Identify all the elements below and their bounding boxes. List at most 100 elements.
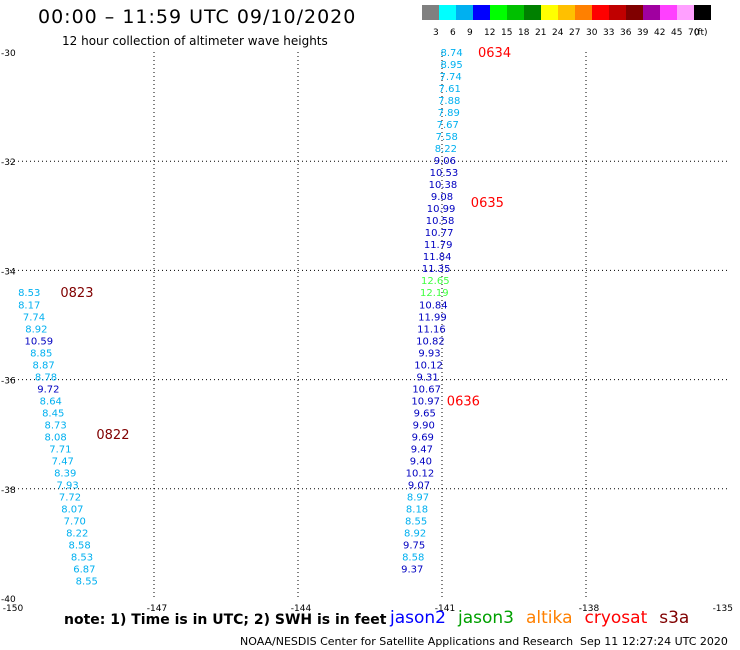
- wave-height-label: 10.82: [416, 336, 445, 347]
- time-label: 0823: [60, 286, 93, 301]
- colorbar-label: 18: [518, 28, 530, 38]
- wave-height-label: 9.69: [412, 432, 434, 443]
- wave-height-label: 8.45: [42, 408, 64, 419]
- wave-height-label: 8.53: [71, 553, 93, 564]
- colorbar-swatch: [439, 5, 456, 20]
- colorbar-swatch: [524, 5, 541, 20]
- wave-height-label: 7.61: [439, 84, 461, 95]
- wave-height-label: 9.93: [418, 348, 440, 359]
- wave-height-label: 12.65: [421, 276, 450, 287]
- wave-height-label: 9.08: [431, 192, 453, 203]
- map-title: 00:00 – 11:59 UTC 09/10/2020: [38, 6, 357, 28]
- colorbar-swatch: [660, 5, 677, 20]
- colorbar-label: 24: [552, 28, 564, 38]
- wave-height-label: 11.99: [418, 312, 447, 323]
- colorbar-label: 9: [467, 28, 473, 38]
- colorbar-label: 36: [620, 28, 632, 38]
- colorbar-label: 21: [535, 28, 547, 38]
- colorbar-swatch: [592, 5, 609, 20]
- wave-height-label: 9.06: [434, 156, 456, 167]
- colorbar-label: 30: [586, 28, 598, 38]
- lon-tick-label: -135: [713, 604, 733, 614]
- wave-height-label: 8.08: [44, 432, 66, 443]
- wave-height-label: 10.38: [429, 180, 458, 191]
- lon-tick-label: -138: [579, 604, 600, 614]
- wave-height-label: 9.65: [414, 408, 436, 419]
- wave-height-label: 10.58: [426, 216, 455, 227]
- colorbar-label: 15: [501, 28, 513, 38]
- wave-height-label: 10.53: [430, 168, 459, 179]
- wave-height-label: 8.74: [440, 48, 462, 59]
- colorbar-label: 42: [654, 28, 666, 38]
- map-subtitle: 12 hour collection of altimeter wave hei…: [62, 34, 328, 48]
- wave-height-label: 10.59: [24, 336, 53, 347]
- colorbar-swatch: [609, 5, 626, 20]
- wave-height-label: 8.95: [440, 60, 462, 71]
- time-label: 0822: [96, 428, 129, 443]
- lat-tick-label: -34: [1, 267, 16, 277]
- wave-height-label: 9.90: [413, 420, 435, 431]
- wave-height-label: 8.18: [406, 504, 428, 515]
- wave-height-label: 9.37: [401, 565, 423, 576]
- wave-height-label: 9.72: [37, 384, 59, 395]
- credit-text: NOAA/NESDIS Center for Satellite Applica…: [240, 635, 574, 648]
- wave-height-label: 10.12: [406, 468, 435, 479]
- wave-height-label: 7.72: [59, 492, 81, 503]
- colorbar-label: 12: [484, 28, 496, 38]
- wave-height-label: 7.88: [438, 96, 460, 107]
- wave-height-label: 8.85: [30, 348, 52, 359]
- lon-tick-label: -147: [147, 604, 167, 614]
- colorbar-swatch: [456, 5, 473, 20]
- wave-height-label: 10.12: [414, 360, 443, 371]
- colorbar-label: 3: [433, 28, 439, 38]
- wave-height-label: 7.89: [438, 108, 460, 119]
- wave-height-label: 8.55: [76, 577, 98, 588]
- wave-height-label: 9.75: [403, 540, 425, 551]
- wave-height-label: 8.87: [32, 360, 54, 371]
- colorbar-label: 45: [671, 28, 683, 38]
- colorbar-label: 70: [688, 28, 700, 38]
- wave-height-label: 8.17: [18, 300, 40, 311]
- wave-height-label: 8.39: [54, 468, 76, 479]
- wave-height-label: 8.64: [40, 396, 62, 407]
- colorbar-label: 27: [569, 28, 581, 38]
- wave-height-label: 8.22: [66, 528, 88, 539]
- wave-height-label: 8.78: [35, 372, 57, 383]
- wave-height-label: 8.73: [44, 420, 66, 431]
- colorbar-swatch: [694, 5, 711, 20]
- wave-height-label: 10.99: [427, 204, 456, 215]
- generated-timestamp: Sep 11 12:27:24 UTC 2020: [580, 635, 728, 648]
- colorbar-unit: (ft): [694, 28, 708, 38]
- colorbar-label: 39: [637, 28, 649, 38]
- wave-height-label: 9.40: [410, 456, 432, 467]
- colorbar-swatch: [575, 5, 592, 20]
- colorbar-swatch: [541, 5, 558, 20]
- wave-height-label: 8.58: [402, 553, 424, 564]
- colorbar-swatch: [643, 5, 660, 20]
- satellite-legend-item: altika: [526, 608, 573, 628]
- wave-height-label: 12.19: [420, 288, 449, 299]
- wave-height-label: 8.97: [407, 492, 429, 503]
- wave-height-label: 7.74: [23, 312, 45, 323]
- lon-tick-label: -150: [3, 604, 24, 614]
- wave-height-label: 7.47: [52, 456, 74, 467]
- wave-height-label: 8.22: [435, 144, 457, 155]
- lat-tick-label: -32: [1, 158, 16, 168]
- wave-height-label: 11.16: [417, 324, 446, 335]
- satellite-legend-item: cryosat: [584, 608, 648, 628]
- wave-height-label: 8.55: [405, 516, 427, 527]
- units-note: note: 1) Time is in UTC; 2) SWH is in fe…: [64, 612, 387, 628]
- lat-tick-label: -40: [1, 595, 16, 605]
- wave-height-label: 7.67: [437, 120, 459, 131]
- wave-height-label: 7.70: [64, 516, 86, 527]
- wave-height-label: 8.92: [25, 324, 47, 335]
- colorbar-swatch: [507, 5, 524, 20]
- lon-tick-label: -144: [291, 604, 312, 614]
- wave-height-label: 10.97: [411, 396, 440, 407]
- wave-height-label: 7.93: [56, 480, 78, 491]
- time-label: 0634: [478, 46, 511, 61]
- colorbar-swatch: [677, 5, 694, 20]
- wave-height-label: 8.92: [404, 528, 426, 539]
